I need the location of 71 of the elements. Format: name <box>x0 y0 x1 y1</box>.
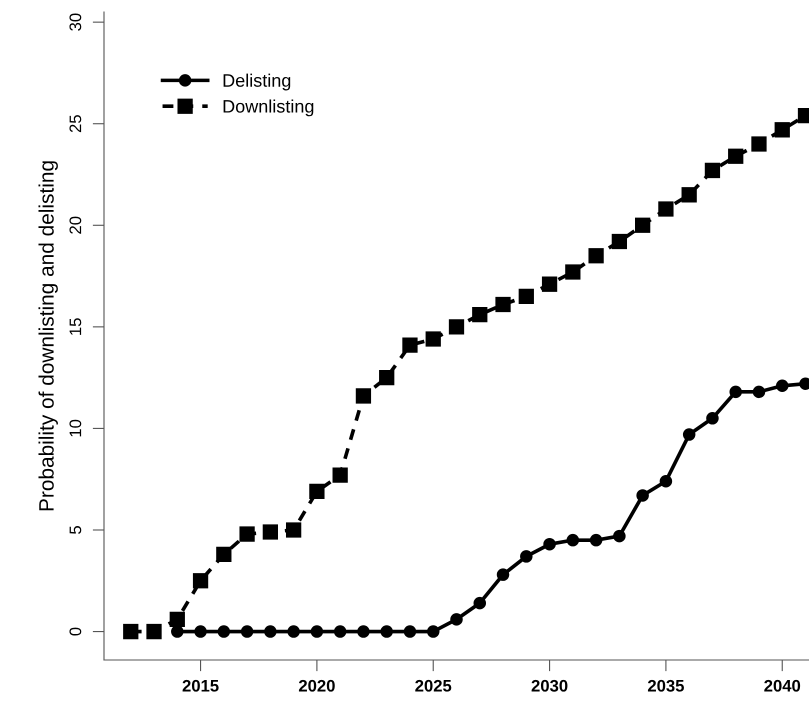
point <box>706 412 719 425</box>
point <box>472 307 488 322</box>
point <box>426 331 441 347</box>
x-tick-label: 2015 <box>182 680 219 692</box>
point <box>264 625 277 638</box>
point <box>332 468 348 483</box>
point <box>496 568 510 581</box>
point <box>588 248 604 264</box>
legend-label: Downlisting <box>224 99 314 116</box>
point <box>286 522 302 538</box>
point <box>704 162 720 178</box>
point <box>660 474 672 488</box>
y-tick-label: 15 <box>70 318 82 335</box>
x-tick-label: 2040 <box>764 680 800 692</box>
point <box>448 319 464 334</box>
point <box>565 264 580 280</box>
point <box>240 625 254 638</box>
y-tick-label: 25 <box>69 115 82 132</box>
y-tick-label: 10 <box>69 420 82 436</box>
point <box>682 428 696 441</box>
point <box>474 596 486 610</box>
point <box>542 276 558 292</box>
point <box>192 573 208 588</box>
point <box>334 625 346 638</box>
point <box>426 625 440 638</box>
point <box>518 288 534 304</box>
point <box>520 550 533 563</box>
point <box>682 187 697 202</box>
point <box>613 530 626 542</box>
x-tick-label: 2030 <box>532 680 568 692</box>
point <box>774 122 790 138</box>
point <box>751 136 767 152</box>
point <box>402 338 418 353</box>
point <box>146 624 162 640</box>
point <box>635 218 650 233</box>
point <box>450 613 463 626</box>
x-tick-label: 2025 <box>415 680 452 692</box>
point <box>729 386 742 398</box>
y-axis-title: Probability of downlisting and delisting <box>38 161 58 510</box>
point <box>357 625 370 638</box>
point <box>776 380 788 392</box>
point <box>495 296 511 312</box>
y-tick-label: 5 <box>70 526 82 534</box>
point <box>543 538 556 550</box>
legend-label: Delisting <box>224 74 290 90</box>
x-tick-label: 2035 <box>648 680 684 692</box>
point <box>216 546 232 562</box>
point <box>566 534 580 546</box>
point <box>194 625 207 638</box>
point <box>309 484 325 500</box>
point <box>262 524 278 540</box>
x-tick-label: 2020 <box>298 680 335 692</box>
y-tick-label: 0 <box>69 628 82 636</box>
point <box>123 624 138 640</box>
y-tick-label: 30 <box>69 14 82 31</box>
point <box>752 386 766 398</box>
point <box>728 148 744 164</box>
y-tick-label: 20 <box>69 216 82 234</box>
point <box>356 388 372 404</box>
point <box>239 526 255 542</box>
point <box>379 370 394 386</box>
point <box>287 625 300 638</box>
point <box>404 625 416 638</box>
point <box>590 534 602 546</box>
point <box>310 625 324 638</box>
point <box>218 625 230 638</box>
point <box>380 625 393 638</box>
point <box>658 201 674 217</box>
point <box>612 234 628 250</box>
point <box>170 612 185 628</box>
point <box>636 489 649 502</box>
